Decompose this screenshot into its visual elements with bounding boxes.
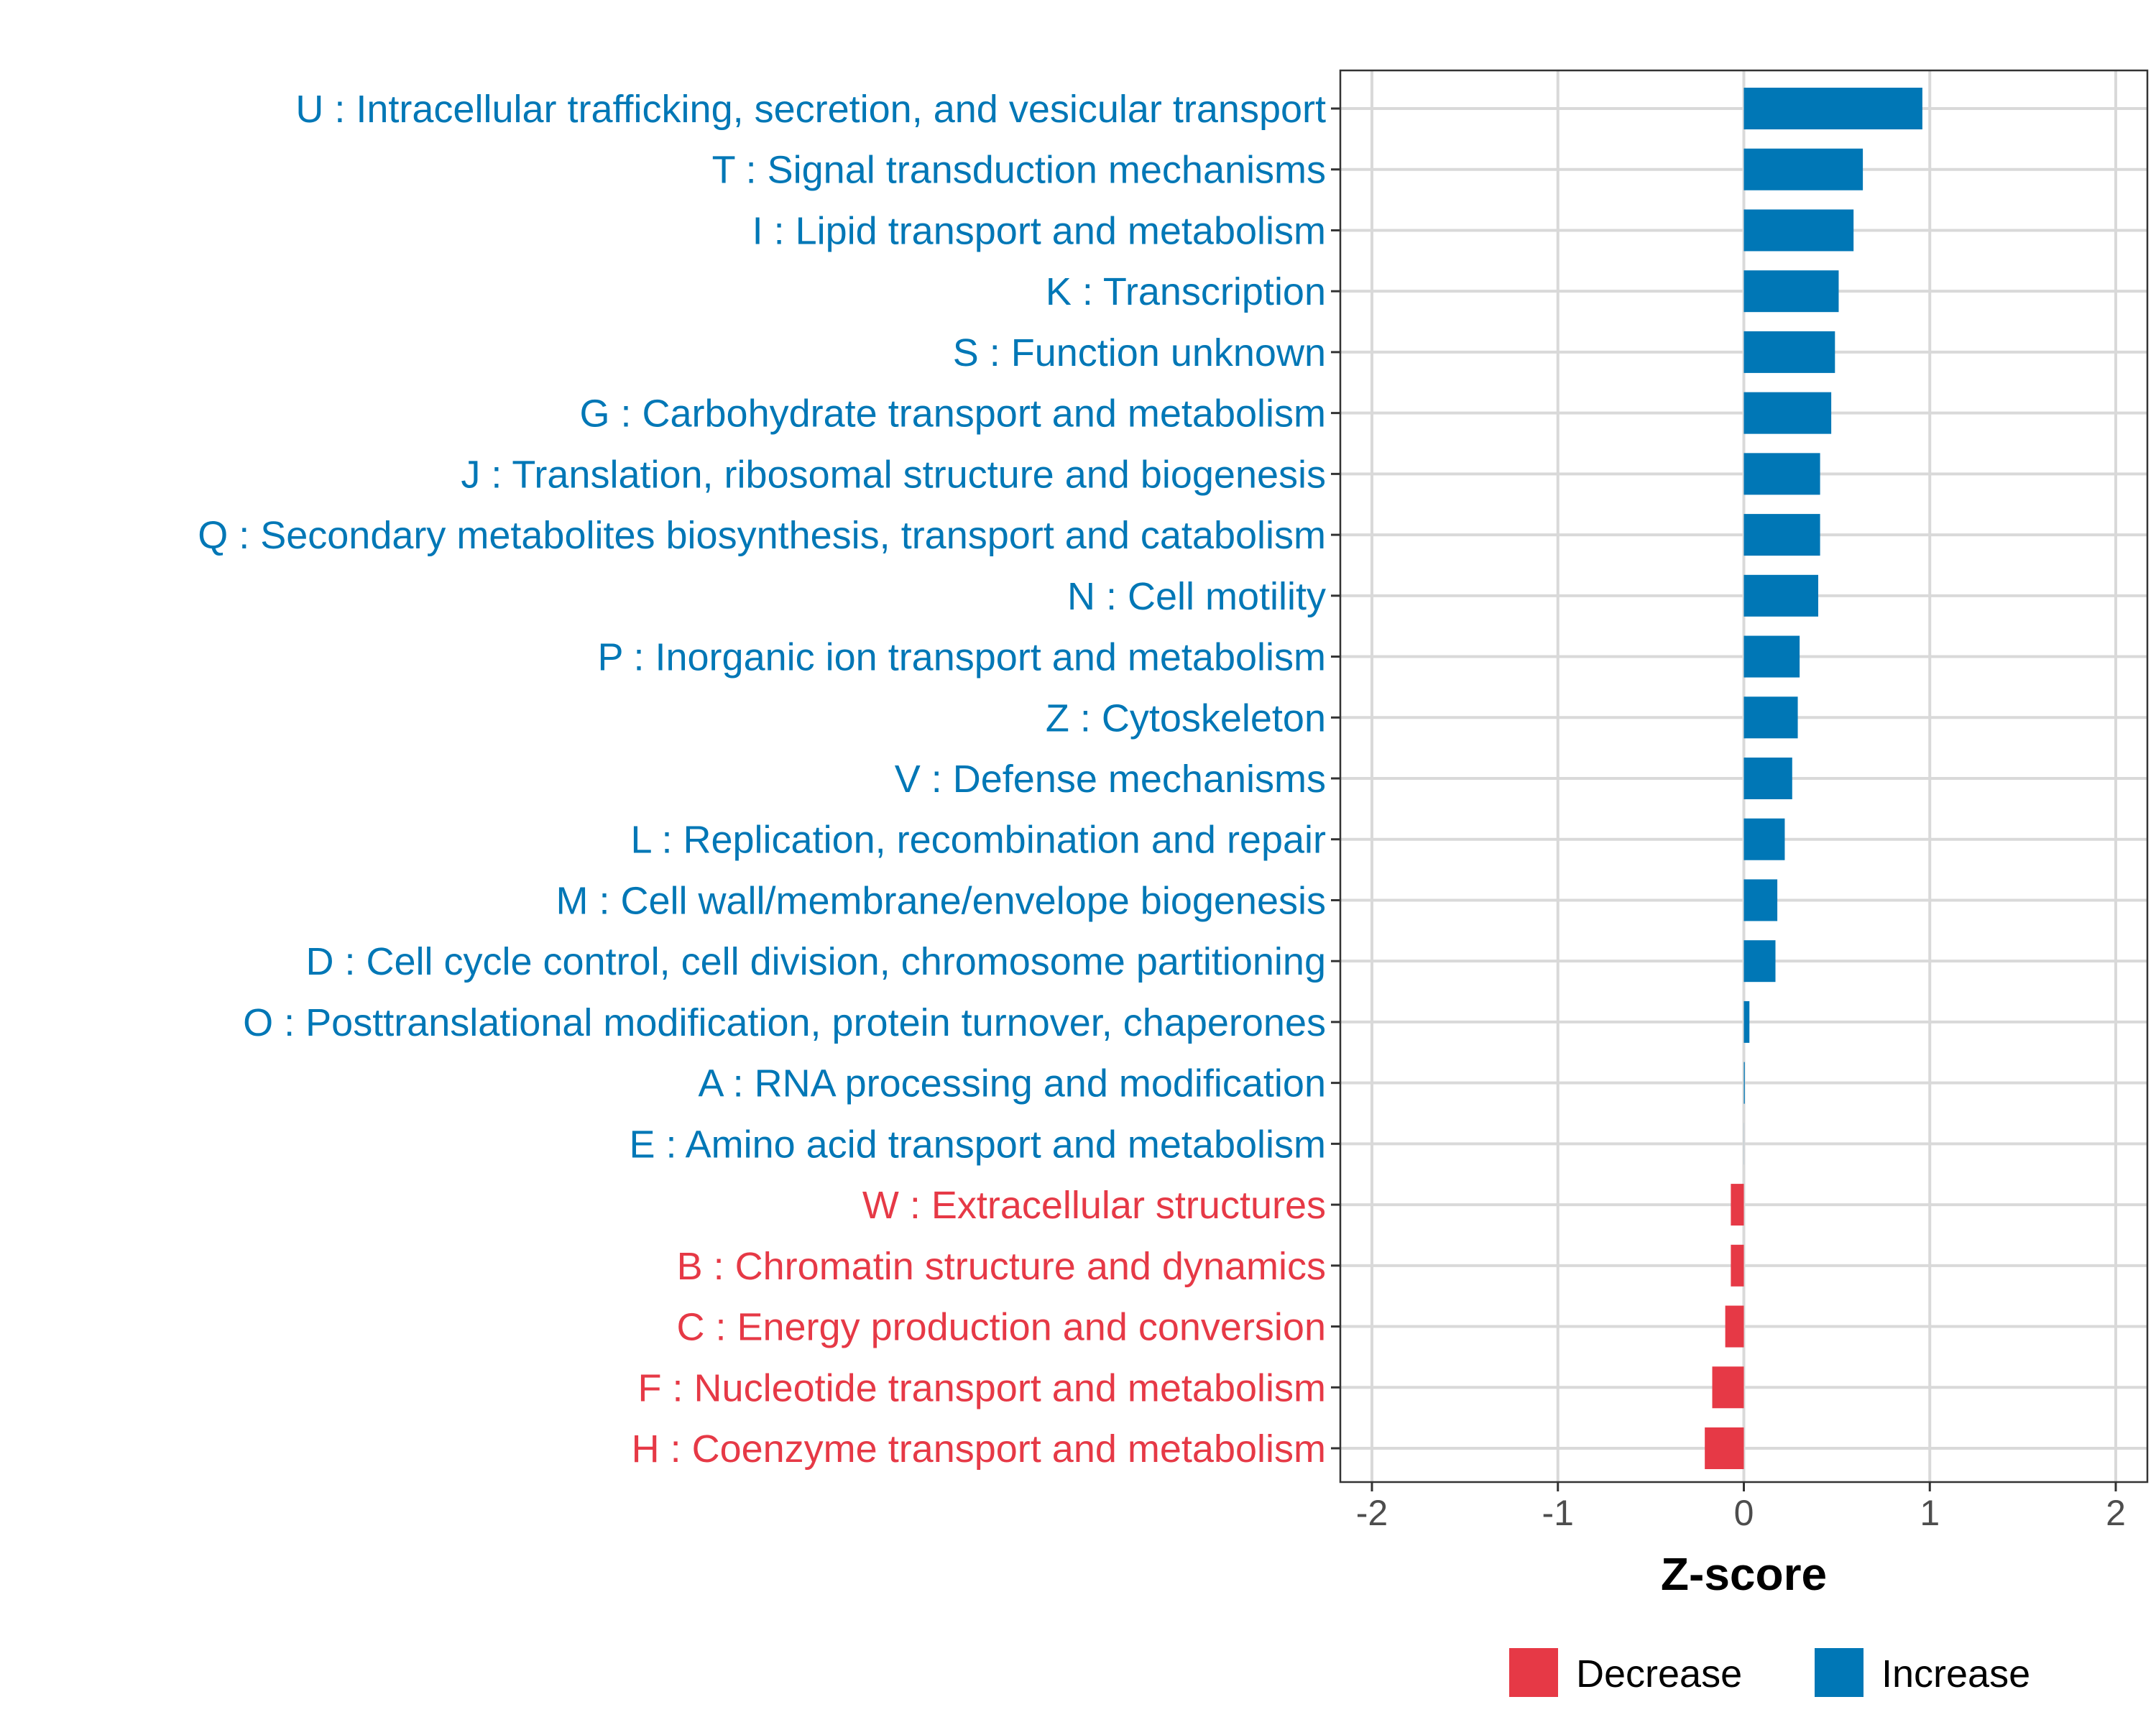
x-axis-title: Z-score xyxy=(1661,1548,1827,1600)
bar-16 xyxy=(1743,1000,1750,1043)
bar-20 xyxy=(1731,1244,1744,1287)
legend: Decrease Increase xyxy=(1509,1648,2030,1697)
bar-17 xyxy=(1743,1062,1745,1104)
category-label: C : Energy production and conversion xyxy=(676,1306,1326,1349)
category-label: U : Intracellular trafficking, secretion… xyxy=(295,88,1326,131)
bar-13 xyxy=(1743,818,1785,860)
x-axis: -2 -1 0 1 2 xyxy=(1356,1482,2126,1533)
category-label: P : Inorganic ion transport and metaboli… xyxy=(597,636,1326,679)
bar-6 xyxy=(1743,392,1832,434)
bar-10 xyxy=(1743,635,1800,678)
x-tick-label: -2 xyxy=(1356,1493,1388,1533)
category-label: N : Cell motility xyxy=(1067,575,1326,618)
x-tick-label: -1 xyxy=(1542,1493,1574,1533)
category-label: I : Lipid transport and metabolism xyxy=(752,209,1326,252)
bar-11 xyxy=(1743,696,1798,739)
category-label: O : Posttranslational modification, prot… xyxy=(243,1001,1326,1044)
category-label: M : Cell wall/membrane/envelope biogenes… xyxy=(556,879,1326,922)
category-label: D : Cell cycle control, cell division, c… xyxy=(305,940,1326,983)
bar-23 xyxy=(1705,1427,1744,1469)
bar-8 xyxy=(1743,514,1820,556)
bar-19 xyxy=(1731,1184,1744,1226)
legend-swatch-decrease xyxy=(1509,1648,1558,1697)
bar-21 xyxy=(1725,1305,1744,1348)
bars xyxy=(1705,88,1922,1469)
category-label: T : Signal transduction mechanisms xyxy=(712,149,1326,192)
bar-4 xyxy=(1743,270,1839,313)
category-label: F : Nucleotide transport and metabolism xyxy=(638,1366,1326,1409)
bar-7 xyxy=(1743,453,1820,495)
category-label: E : Amino acid transport and metabolism xyxy=(630,1123,1326,1166)
category-label: H : Coenzyme transport and metabolism xyxy=(632,1427,1326,1471)
category-label: K : Transcription xyxy=(1046,270,1326,313)
bar-14 xyxy=(1743,879,1778,921)
category-label: A : RNA processing and modification xyxy=(699,1062,1326,1105)
legend-label-decrease: Decrease xyxy=(1576,1652,1742,1696)
category-label: S : Function unknown xyxy=(953,331,1326,374)
x-tick-label: 2 xyxy=(2106,1493,2126,1533)
bar-2 xyxy=(1743,148,1864,190)
category-label: J : Translation, ribosomal structure and… xyxy=(461,453,1326,496)
y-axis: U : Intracellular trafficking, secretion… xyxy=(198,88,1340,1471)
bar-15 xyxy=(1743,940,1776,983)
category-label: L : Replication, recombination and repai… xyxy=(630,819,1326,862)
bar-5 xyxy=(1743,331,1835,373)
x-tick-label: 0 xyxy=(1734,1493,1754,1533)
category-label: G : Carbohydrate transport and metabolis… xyxy=(580,392,1327,436)
category-label: W : Extracellular structures xyxy=(862,1184,1326,1227)
bar-3 xyxy=(1743,209,1854,252)
bar-22 xyxy=(1712,1366,1744,1409)
category-label: V : Defense mechanisms xyxy=(895,758,1326,801)
legend-swatch-increase xyxy=(1815,1648,1864,1697)
category-label: Q : Secondary metabolites biosynthesis, … xyxy=(198,514,1326,557)
legend-label-increase: Increase xyxy=(1881,1652,2030,1696)
category-label: Z : Cytoskeleton xyxy=(1046,696,1326,740)
bar-12 xyxy=(1743,758,1792,799)
bar-9 xyxy=(1743,574,1819,617)
bar-1 xyxy=(1743,88,1922,129)
x-tick-label: 1 xyxy=(1920,1493,1940,1533)
category-label: B : Chromatin structure and dynamics xyxy=(677,1245,1326,1288)
